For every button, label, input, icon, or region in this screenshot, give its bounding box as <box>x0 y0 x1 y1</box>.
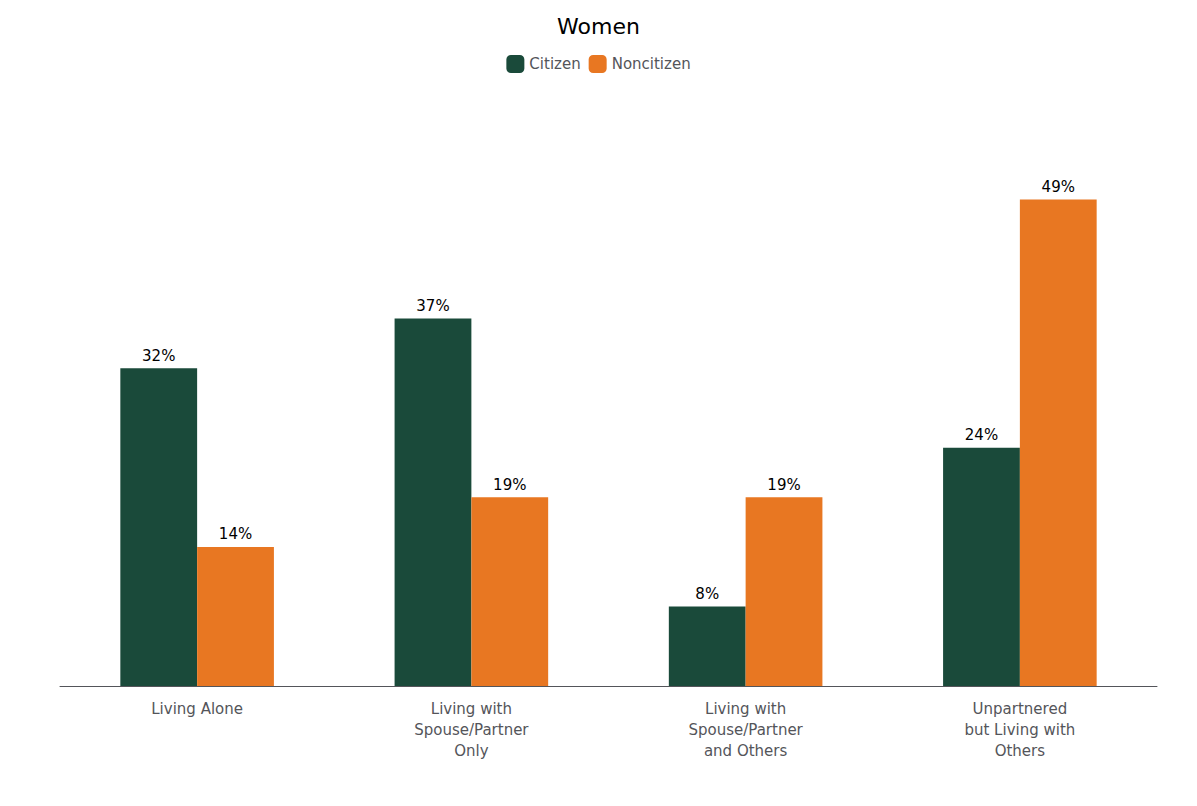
svg-text:Living Alone: Living Alone <box>151 700 243 718</box>
svg-text:Only: Only <box>454 742 488 760</box>
svg-text:Women: Women <box>557 14 640 39</box>
svg-text:Others: Others <box>995 742 1046 760</box>
svg-text:Citizen: Citizen <box>529 55 580 73</box>
svg-text:19%: 19% <box>493 476 526 494</box>
svg-text:32%: 32% <box>142 347 175 365</box>
svg-text:37%: 37% <box>416 297 449 315</box>
svg-text:Living with: Living with <box>431 700 512 718</box>
svg-text:24%: 24% <box>965 426 998 444</box>
svg-text:Spouse/Partner: Spouse/Partner <box>414 721 529 739</box>
svg-text:Unpartnered: Unpartnered <box>973 700 1068 718</box>
svg-text:Spouse/Partner: Spouse/Partner <box>688 721 803 739</box>
svg-text:and Others: and Others <box>704 742 788 760</box>
svg-text:19%: 19% <box>767 476 800 494</box>
svg-text:but Living with: but Living with <box>964 721 1075 739</box>
svg-text:8%: 8% <box>695 585 719 603</box>
svg-text:49%: 49% <box>1042 178 1075 196</box>
svg-text:Living with: Living with <box>705 700 786 718</box>
svg-text:Noncitizen: Noncitizen <box>612 55 691 73</box>
svg-text:14%: 14% <box>219 525 252 543</box>
